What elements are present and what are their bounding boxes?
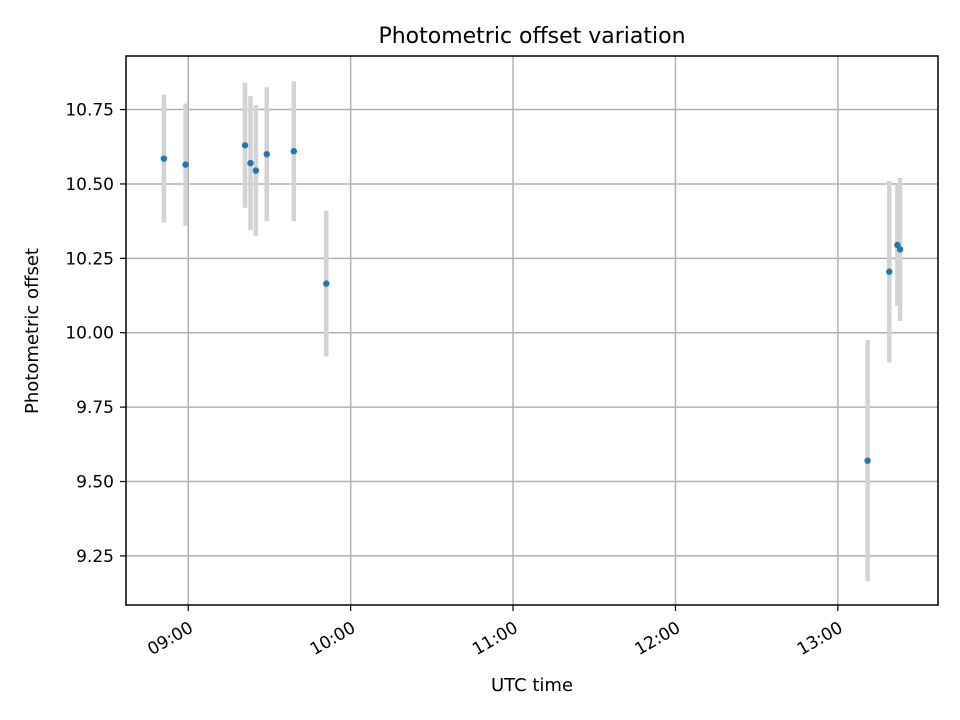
data-point bbox=[241, 142, 249, 149]
error-bars bbox=[161, 81, 903, 582]
y-tick-label: 9.25 bbox=[76, 547, 114, 567]
data-points bbox=[160, 142, 904, 464]
y-tick-label: 10.00 bbox=[65, 324, 114, 344]
y-tick-label: 9.75 bbox=[76, 398, 114, 418]
y-axis-label: Photometric offset bbox=[22, 248, 43, 414]
y-tick-labels: 9.25 9.50 9.75 10.00 10.25 10.50 10.75 bbox=[65, 101, 114, 567]
data-point bbox=[290, 148, 298, 155]
chart-title: Photometric offset variation bbox=[378, 24, 685, 49]
x-axis-label: UTC time bbox=[491, 675, 573, 696]
grid-lines bbox=[126, 56, 938, 605]
plot-frame bbox=[125, 55, 939, 606]
y-tick-label: 10.25 bbox=[65, 249, 114, 269]
data-point bbox=[864, 457, 871, 464]
x-tick-label: 11:00 bbox=[469, 618, 521, 660]
y-tick-label: 10.50 bbox=[65, 175, 114, 195]
data-point bbox=[182, 161, 189, 168]
data-point bbox=[896, 246, 904, 253]
x-tick-label: 09:00 bbox=[144, 618, 196, 660]
data-point bbox=[247, 159, 254, 167]
axis-ticks bbox=[120, 108, 839, 611]
x-tick-labels: 09:00 10:00 11:00 12:00 13:00 bbox=[144, 618, 846, 660]
y-tick-label: 9.50 bbox=[76, 473, 114, 493]
y-tick-label: 10.75 bbox=[65, 101, 114, 121]
x-tick-label: 10:00 bbox=[307, 618, 359, 660]
x-tick-label: 12:00 bbox=[632, 618, 684, 660]
data-point bbox=[160, 155, 168, 162]
data-point bbox=[323, 280, 330, 287]
data-point bbox=[263, 150, 270, 158]
data-point bbox=[252, 167, 260, 174]
data-point bbox=[886, 268, 893, 275]
x-tick-label: 13:00 bbox=[794, 618, 846, 660]
